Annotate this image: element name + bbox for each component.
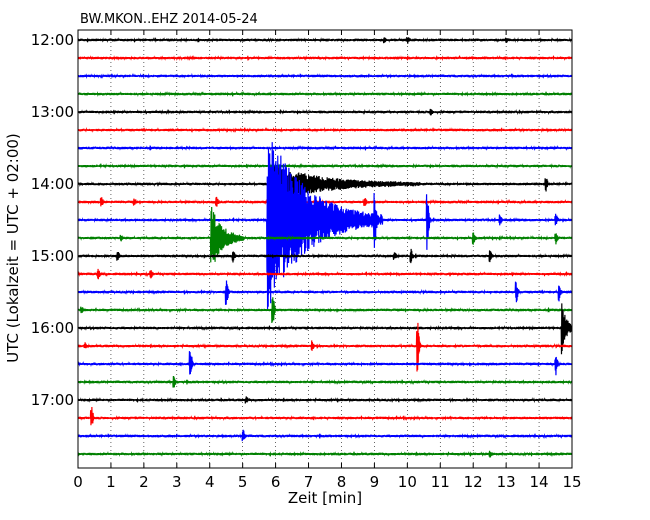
- seismic-trace: [78, 248, 572, 264]
- y-axis-label: UTC (Lokalzeit = UTC + 02:00): [4, 133, 22, 363]
- seismic-trace: [78, 72, 572, 80]
- y-tick-label: 12:00: [31, 31, 74, 49]
- seismic-trace: [78, 126, 572, 133]
- seismic-trace: [78, 196, 572, 207]
- x-tick-label: 1: [106, 473, 116, 491]
- plot-frame: [77, 29, 573, 469]
- x-tick-label: 13: [497, 473, 516, 491]
- x-tick-label: 11: [431, 473, 450, 491]
- y-tick-label: 17:00: [31, 391, 74, 409]
- seismic-trace: [78, 162, 572, 169]
- x-tick-label: 4: [205, 473, 215, 491]
- chart-title: BW.MKON..EHZ 2014-05-24: [80, 12, 258, 27]
- seismic-trace: [78, 90, 572, 98]
- seismic-trace: [78, 303, 572, 355]
- x-tick-label: 7: [304, 473, 314, 491]
- seismic-trace: [78, 450, 572, 458]
- x-tick-label: 2: [139, 473, 149, 491]
- seismic-trace: [78, 375, 572, 388]
- y-tick-label: 13:00: [31, 103, 74, 121]
- y-tick-label: 14:00: [31, 175, 74, 193]
- x-tick-label: 6: [271, 473, 281, 491]
- seismic-trace: [78, 144, 572, 152]
- seismic-trace: [78, 165, 572, 202]
- seismic-trace: [78, 396, 572, 404]
- seismic-trace: [78, 37, 572, 44]
- x-tick-label: 9: [370, 473, 380, 491]
- x-axis-label: Zeit [min]: [288, 489, 362, 507]
- seismic-trace: [78, 206, 572, 263]
- x-tick-label: 0: [73, 473, 83, 491]
- x-tick-label: 14: [530, 473, 549, 491]
- y-tick-label: 16:00: [31, 319, 74, 337]
- seismic-trace: [78, 268, 572, 280]
- x-tick-label: 5: [238, 473, 248, 491]
- x-axis-ticks: 0 1 2 3 4 5 6 7 8 9 10 11 12 13 14 15: [73, 30, 582, 491]
- seismic-trace: [78, 297, 572, 323]
- seismic-trace: [78, 280, 572, 305]
- x-tick-label: 10: [398, 473, 417, 491]
- x-tick-label: 12: [464, 473, 483, 491]
- seismic-trace: [78, 406, 572, 426]
- seismic-traces: [78, 37, 572, 458]
- x-tick-label: 3: [172, 473, 182, 491]
- seismic-trace: [78, 108, 572, 116]
- seismic-trace: [78, 55, 572, 62]
- seismic-trace: [78, 429, 572, 442]
- y-tick-label: 15:00: [31, 247, 74, 265]
- x-tick-label: 8: [337, 473, 347, 491]
- seismic-trace: [78, 351, 572, 376]
- seismic-trace: [78, 142, 572, 310]
- plot-area: [78, 30, 572, 468]
- x-tick-label: 15: [562, 473, 581, 491]
- y-axis-ticks: 12:00 13:00 14:00 15:00 16:00 17:00: [31, 31, 572, 409]
- seismic-trace: [78, 322, 572, 372]
